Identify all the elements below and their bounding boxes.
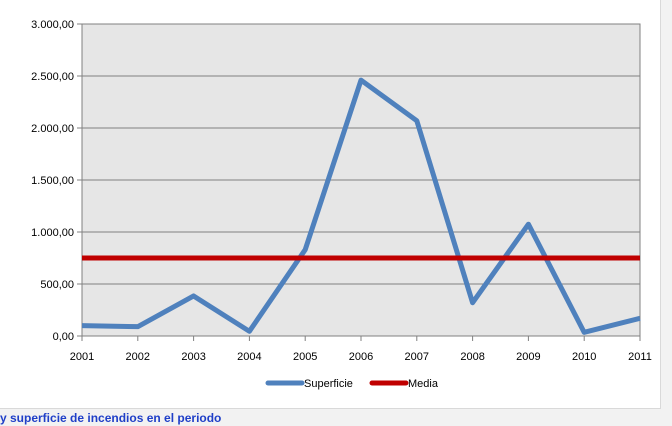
y-tick-label: 500,00	[40, 279, 74, 291]
y-tick-label: 1.000,00	[31, 227, 74, 239]
x-tick-label: 2001	[70, 351, 94, 363]
x-tick-label: 2011	[628, 351, 652, 363]
x-tick-label: 2004	[237, 351, 261, 363]
chart-area: 0,00 500,00 1.000,00 1.500,00 2.000,00 2.500,…	[0, 0, 661, 409]
chart-caption: y superficie de incendios en el periodo	[0, 411, 222, 425]
x-tick-label: 2009	[516, 351, 540, 363]
x-tick-label: 2008	[460, 351, 484, 363]
y-tick-label: 0,00	[53, 331, 74, 343]
legend-label: Media	[408, 378, 439, 390]
x-tick-label: 2002	[126, 351, 150, 363]
x-tick-label: 2010	[572, 351, 596, 363]
x-tick-label: 2006	[349, 351, 373, 363]
x-tick-label: 2005	[293, 351, 317, 363]
legend-label: Superficie	[304, 378, 353, 390]
x-tick-label: 2003	[181, 351, 205, 363]
y-tick-label: 3.000,00	[31, 19, 74, 31]
y-tick-label: 1.500,00	[31, 175, 74, 187]
y-tick-label: 2.000,00	[31, 123, 74, 135]
y-tick-label: 2.500,00	[31, 71, 74, 83]
line-chart: 0,00 500,00 1.000,00 1.500,00 2.000,00 2.500,…	[31, 19, 652, 390]
x-tick-label: 2007	[405, 351, 429, 363]
